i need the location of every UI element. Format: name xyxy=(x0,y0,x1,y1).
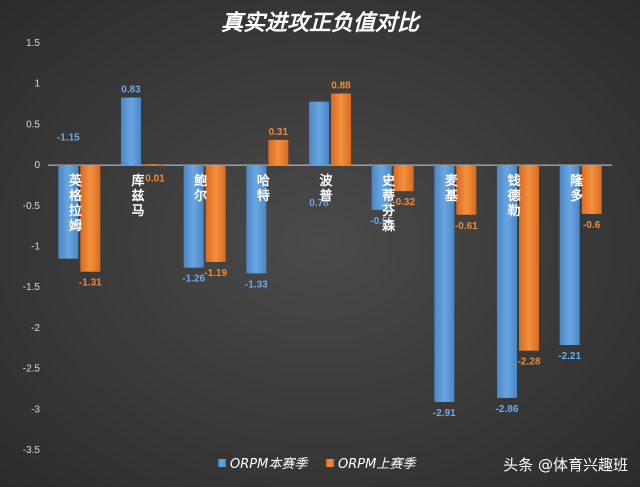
bar-last-season xyxy=(581,165,602,214)
data-label-last-season: 0.88 xyxy=(331,80,351,91)
chart-title: 真实进攻正负值对比 xyxy=(221,10,422,36)
data-label-this-season: 0.78 xyxy=(309,198,329,209)
bar-last-season xyxy=(80,165,101,272)
category-label: 钱德勒 xyxy=(507,173,520,219)
bar-last-season xyxy=(393,165,414,192)
data-label-last-season: 0.01 xyxy=(145,173,165,184)
data-label-this-season: -2.86 xyxy=(496,404,519,415)
category-label: 史蒂芬森 xyxy=(381,173,396,234)
bar-last-season xyxy=(456,165,477,215)
data-label-last-season: -1.31 xyxy=(79,278,102,289)
bar-last-season xyxy=(143,164,163,166)
bar-last-season xyxy=(519,165,539,351)
bar-this-season xyxy=(246,165,267,274)
watermark: 头条 @体育兴趣班 xyxy=(503,456,628,474)
y-tick-label: -3.5 xyxy=(23,445,41,456)
category-label: 英格拉姆 xyxy=(68,173,83,234)
bar-last-season xyxy=(205,165,226,262)
bar-last-season xyxy=(268,139,289,166)
data-label-last-season: -0.32 xyxy=(392,197,415,208)
data-label-last-season: -0.61 xyxy=(455,221,478,232)
legend-label-last-season: ORPM上赛季 xyxy=(338,456,417,472)
category-label: 波普 xyxy=(319,173,333,204)
bar-this-season xyxy=(121,97,141,166)
bar-this-season xyxy=(183,165,204,268)
bar-this-season xyxy=(309,101,329,166)
category-label: 哈特 xyxy=(257,173,270,204)
y-tick-label: -2.5 xyxy=(23,364,41,375)
bar-this-season xyxy=(58,165,79,259)
y-tick-label: -1 xyxy=(31,242,40,253)
y-tick-label: -0.5 xyxy=(23,201,41,212)
category-label: 麦基 xyxy=(444,173,459,204)
legend-swatch-last-season xyxy=(326,459,334,467)
y-tick-label: 0 xyxy=(34,160,40,171)
data-label-this-season: 0.83 xyxy=(121,85,141,96)
data-label-this-season: -1.26 xyxy=(182,274,205,285)
data-label-last-season: -0.6 xyxy=(583,220,601,231)
data-label-this-season: -1.33 xyxy=(245,279,268,290)
y-tick-label: -2 xyxy=(31,323,40,334)
category-label: 隆多 xyxy=(570,173,584,204)
y-tick-label: 1 xyxy=(34,79,40,90)
data-label-last-season: -1.19 xyxy=(204,268,227,279)
legend: ORPM本赛季 ORPM上赛季 xyxy=(218,456,417,472)
data-label-this-season: -2.21 xyxy=(558,351,581,362)
legend-swatch-this-season xyxy=(218,459,226,467)
bar-last-season xyxy=(331,93,351,166)
bar-this-season xyxy=(497,165,517,398)
data-label-this-season: -2.91 xyxy=(433,408,456,419)
data-label-last-season: -2.28 xyxy=(518,357,541,368)
bar-this-season xyxy=(559,165,580,345)
y-tick-label: -1.5 xyxy=(23,282,41,293)
data-label-this-season: -0.55 xyxy=(370,216,393,227)
data-label-last-season: 0.31 xyxy=(269,127,289,138)
bar-this-season xyxy=(371,165,392,210)
category-label: 鲍尔 xyxy=(194,173,207,204)
category-label: 库兹马 xyxy=(131,173,144,219)
y-tick-label: 1.5 xyxy=(26,38,40,49)
y-tick-label: -3 xyxy=(31,404,40,415)
data-label-this-season: -1.15 xyxy=(57,133,80,144)
y-tick-label: 0.5 xyxy=(26,119,40,130)
legend-label-this-season: ORPM本赛季 xyxy=(230,456,309,472)
bar-this-season xyxy=(434,165,455,402)
